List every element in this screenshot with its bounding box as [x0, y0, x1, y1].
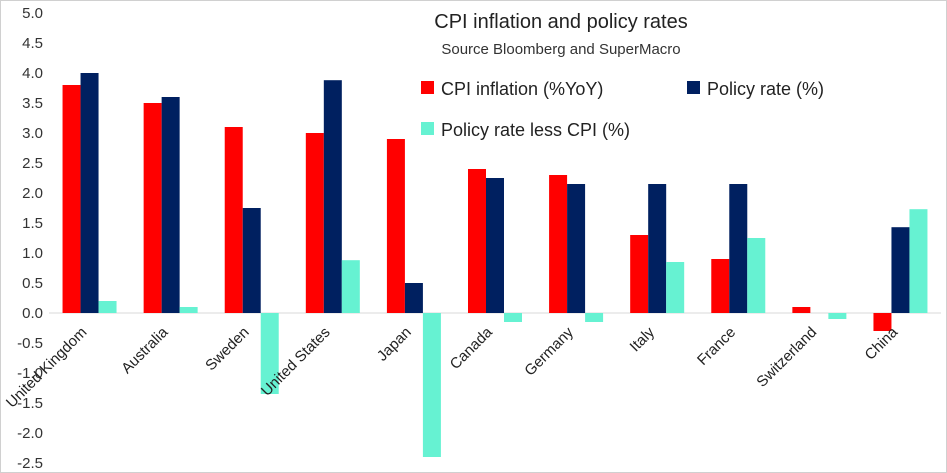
x-tick-label: Sweden [202, 324, 252, 374]
policy-less-cpi-bar [504, 313, 522, 322]
y-tick-label: -1.5 [17, 395, 43, 412]
y-tick-label: 1.5 [22, 215, 43, 232]
cpi-bar [468, 169, 486, 313]
y-tick-label: 5.0 [22, 5, 43, 22]
x-tick-label: Germany [521, 323, 577, 379]
y-tick-label: 4.5 [22, 35, 43, 52]
x-tick-label: Japan [374, 324, 415, 365]
y-tick-label: -0.5 [17, 335, 43, 352]
policy-less-cpi-bar [585, 313, 604, 322]
policy-less-cpi-bar [828, 313, 847, 319]
legend-item-policy-rate: Policy rate (%) [687, 79, 824, 99]
legend-swatch-policy-rate [687, 81, 700, 94]
cpi-bar [711, 259, 730, 313]
policy-rate-bar [648, 184, 667, 313]
policy-less-cpi-bar [341, 260, 360, 313]
cpi-bar [630, 235, 649, 313]
policy-rate-bar [567, 184, 586, 313]
policy-less-cpi-bar [179, 307, 198, 313]
y-tick-label: 4.0 [22, 65, 43, 82]
policy-less-cpi-bar [260, 313, 279, 394]
policy-less-cpi-bar [422, 313, 441, 457]
policy-rate-bar [323, 80, 342, 313]
policy-less-cpi-bar [98, 301, 117, 313]
y-tick-label: 2.0 [22, 185, 43, 202]
cpi-bar [873, 313, 892, 331]
y-tick-label: 2.5 [22, 155, 43, 172]
legend-item-policy-less-cpi: Policy rate less CPI (%) [421, 120, 630, 140]
legend-label-policy-rate: Policy rate (%) [707, 79, 824, 99]
cpi-bar [143, 103, 162, 313]
x-tick-label: Italy [627, 323, 659, 355]
cpi-bar [549, 175, 568, 313]
x-tick-label: France [694, 324, 739, 369]
x-tick-label: Canada [447, 323, 497, 373]
chart-subtitle: Source Bloomberg and SuperMacro [441, 41, 680, 58]
cpi-bar [792, 307, 811, 313]
policy-less-cpi-bar [747, 238, 766, 313]
policy-rate-bar [80, 73, 99, 313]
y-tick-label: -1.0 [17, 365, 43, 382]
policy-rate-bar [891, 227, 910, 313]
policy-less-cpi-bar [666, 262, 685, 313]
y-axis-ticks: 5.0 4.5 4.0 3.5 3.0 2.5 2.0 1.5 1.0 0.5 0.0 -0.5 -1.… [17, 5, 43, 472]
policy-rate-bar [404, 283, 423, 313]
y-tick-label: 0.5 [22, 275, 43, 292]
policy-less-cpi-bar [909, 209, 928, 313]
cpi-bar [305, 133, 324, 313]
y-tick-label: 3.0 [22, 125, 43, 142]
legend-swatch-policy-less-cpi [421, 122, 434, 135]
policy-rate-bar [161, 97, 180, 313]
x-tick-label: Switzerland [753, 324, 820, 391]
legend-swatch-cpi [421, 81, 434, 94]
x-tick-label: Australia [118, 323, 172, 377]
y-tick-label: -2.5 [17, 455, 43, 472]
x-tick-label: United Kingdom [3, 324, 90, 411]
y-tick-label: 0.0 [22, 305, 43, 322]
legend-label-policy-less-cpi: Policy rate less CPI (%) [441, 120, 630, 140]
policy-rate-bar [729, 184, 748, 313]
policy-rate-bar [486, 178, 504, 313]
legend-label-cpi: CPI inflation (%YoY) [441, 79, 603, 99]
y-tick-label: -2.0 [17, 425, 43, 442]
x-axis-ticks: United Kingdom Australia Sweden United Stat… [3, 323, 902, 411]
y-tick-label: 1.0 [22, 245, 43, 262]
cpi-bar [386, 139, 405, 313]
legend: CPI inflation (%YoY) Policy rate (%) Pol… [421, 79, 824, 140]
cpi-bar [62, 85, 81, 313]
policy-rate-bar [242, 208, 261, 313]
bars [62, 73, 928, 457]
y-tick-label: 3.5 [22, 95, 43, 112]
legend-item-cpi: CPI inflation (%YoY) [421, 79, 603, 99]
cpi-bar [224, 127, 243, 313]
chart-title: CPI inflation and policy rates [434, 11, 687, 33]
